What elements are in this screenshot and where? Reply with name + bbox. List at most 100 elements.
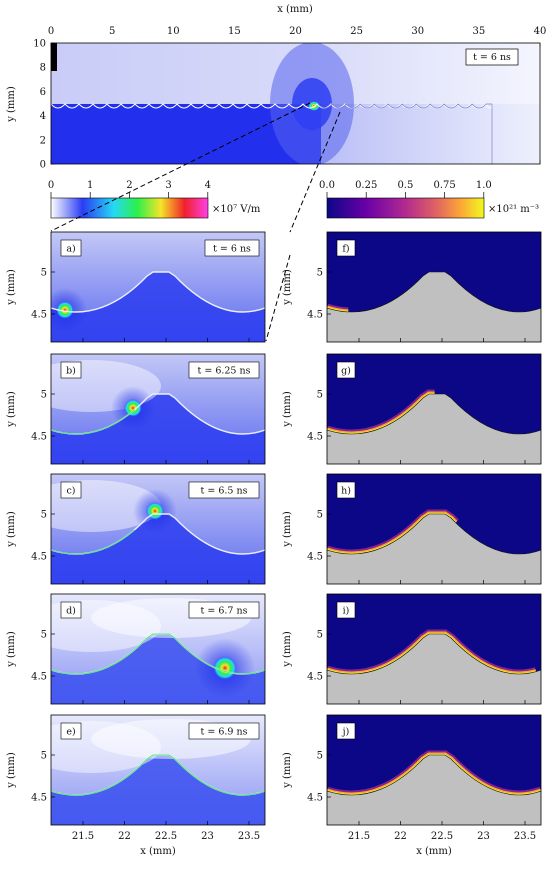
y-axis-label: y (mm) bbox=[282, 752, 293, 789]
bottom-x-axes: 21.5 22 22.5 23 23.5 x (mm) 21.5 22 22.5 23 23.5 x … bbox=[72, 338, 536, 857]
panel-label: c) bbox=[60, 481, 82, 499]
svg-text:t = 6 ns: t = 6 ns bbox=[473, 52, 511, 63]
y-axis-label: y (mm) bbox=[6, 391, 17, 428]
y-tick-label: 4.5 bbox=[31, 552, 47, 563]
x-tick-label: 22.5 bbox=[431, 831, 453, 842]
y-tick-label: 4.5 bbox=[307, 310, 323, 321]
top-y-tick-label: 4 bbox=[40, 111, 46, 122]
density-panel: j) 5 4.5 y (mm) bbox=[282, 714, 542, 826]
panel-label: f) bbox=[336, 239, 356, 257]
y-tick-label: 5 bbox=[41, 630, 47, 641]
field-colorbar-tick: 0 bbox=[48, 180, 54, 191]
top-x-tick-label: 20 bbox=[289, 26, 302, 37]
panel-letter: i) bbox=[343, 606, 350, 617]
x-tick-label: 22 bbox=[394, 831, 407, 842]
top-y-tick-label: 2 bbox=[40, 135, 46, 146]
panel-label: h) bbox=[336, 481, 356, 499]
x-tick-label: 23 bbox=[201, 831, 214, 842]
time-text: t = 6.25 ns bbox=[198, 366, 251, 377]
y-tick-label: 4.5 bbox=[31, 672, 47, 683]
y-tick-label: 5 bbox=[317, 751, 323, 762]
y-axis-label: y (mm) bbox=[6, 752, 17, 789]
time-text: t = 6.9 ns bbox=[201, 727, 248, 738]
top-y-tick-label: 6 bbox=[40, 87, 46, 98]
y-tick-label: 5 bbox=[41, 390, 47, 401]
panel-letter: h) bbox=[341, 486, 351, 497]
field-panel: d) t = 6.7 ns 5 4.5 y (mm) bbox=[6, 593, 266, 705]
density-panel: h) 5 4.5 y (mm) bbox=[282, 473, 542, 585]
panel-letter: e) bbox=[66, 727, 75, 738]
y-tick-label: 4.5 bbox=[307, 552, 323, 563]
y-axis-label: y (mm) bbox=[282, 631, 293, 668]
top-y-axis-label: y (mm) bbox=[6, 86, 17, 123]
y-axis-label: y (mm) bbox=[282, 511, 293, 548]
y-tick-label: 4.5 bbox=[31, 432, 47, 443]
y-axis-label: y (mm) bbox=[282, 269, 293, 306]
panel-letter: g) bbox=[341, 366, 351, 377]
field-colorbar-tick: 2 bbox=[126, 180, 132, 191]
field-panel: a) t = 6 ns 5 4.5 y (mm) bbox=[6, 231, 266, 343]
field-panel: c) t = 6.5 ns 5 4.5 y (mm) bbox=[6, 473, 266, 585]
time-text: t = 6.7 ns bbox=[201, 606, 248, 617]
top-x-tick-label: 35 bbox=[473, 26, 486, 37]
panel-label: a) bbox=[60, 239, 82, 257]
y-axis-label: y (mm) bbox=[282, 391, 293, 428]
density-colorbar-tick: 0.25 bbox=[355, 180, 377, 191]
y-tick-label: 4.5 bbox=[31, 793, 47, 804]
field-colorbar-tick: 3 bbox=[165, 180, 171, 191]
top-y-tick-label: 8 bbox=[40, 63, 46, 74]
x-axis-label: x (mm) bbox=[416, 846, 452, 857]
x-axis-label: x (mm) bbox=[140, 846, 176, 857]
y-axis-label: y (mm) bbox=[6, 631, 17, 668]
time-label: t = 6.9 ns bbox=[188, 722, 260, 740]
top-time-label: t = 6 ns bbox=[465, 48, 519, 66]
y-tick-label: 5 bbox=[41, 751, 47, 762]
panel-letter: c) bbox=[66, 486, 75, 497]
top-x-axis-label: x (mm) bbox=[277, 4, 313, 15]
y-axis-label: y (mm) bbox=[6, 269, 17, 306]
y-tick-label: 5 bbox=[317, 390, 323, 401]
field-colorbar-ticks: 0 1 2 3 4 bbox=[48, 180, 211, 198]
density-colorbar-tick: 0.75 bbox=[433, 180, 455, 191]
density-colorbar-tick: 0.0 bbox=[319, 180, 335, 191]
time-text: t = 6.5 ns bbox=[201, 486, 248, 497]
y-tick-label: 4.5 bbox=[31, 310, 47, 321]
density-colorbar-tick: 0.5 bbox=[397, 180, 413, 191]
panel-label: d) bbox=[60, 601, 82, 619]
panel-letter: d) bbox=[66, 606, 76, 617]
y-tick-label: 5 bbox=[41, 268, 47, 279]
x-tick-label: 22.5 bbox=[155, 831, 177, 842]
density-colorbar-tick: 1.0 bbox=[476, 180, 492, 191]
field-colorbar-unit: ×10⁷ V/m bbox=[212, 204, 261, 215]
panel-letter: f) bbox=[342, 244, 349, 255]
y-axis-label: y (mm) bbox=[6, 511, 17, 548]
y-tick-label: 5 bbox=[317, 268, 323, 279]
top-field-map bbox=[51, 43, 540, 164]
field-panels: a) t = 6 ns 5 4.5 y (mm) b) t = 6.25 ns 5 4.5 y (… bbox=[6, 231, 266, 826]
panel-letter: a) bbox=[66, 244, 75, 255]
density-colorbar-unit: ×10²¹ m⁻³ bbox=[488, 204, 539, 215]
time-text: t = 6 ns bbox=[213, 244, 251, 255]
field-panel: e) t = 6.9 ns 5 4.5 y (mm) bbox=[6, 714, 266, 826]
top-y-tick-label: 0 bbox=[40, 160, 46, 171]
x-tick-label: 21.5 bbox=[72, 831, 94, 842]
time-label: t = 6.7 ns bbox=[188, 601, 260, 619]
x-tick-label: 21.5 bbox=[348, 831, 370, 842]
field-colorbar-tick: 1 bbox=[87, 180, 93, 191]
y-tick-label: 4.5 bbox=[307, 432, 323, 443]
panel-label: b) bbox=[60, 361, 82, 379]
density-panel: g) 5 4.5 y (mm) bbox=[282, 353, 542, 465]
panel-letter: b) bbox=[66, 366, 76, 377]
time-label: t = 6.25 ns bbox=[188, 361, 260, 379]
density-colorbar-ticks: 0.0 0.25 0.5 0.75 1.0 bbox=[319, 180, 492, 198]
top-y-tick-label: 10 bbox=[33, 39, 46, 50]
y-tick-label: 5 bbox=[317, 630, 323, 641]
panel-label: g) bbox=[336, 361, 356, 379]
top-x-tick-label: 15 bbox=[228, 26, 241, 37]
x-tick-label: 22 bbox=[118, 831, 131, 842]
y-tick-label: 5 bbox=[317, 510, 323, 521]
field-panel: b) t = 6.25 ns 5 4.5 y (mm) bbox=[6, 353, 266, 465]
top-x-tick-label: 25 bbox=[350, 26, 363, 37]
top-x-tick-label: 5 bbox=[109, 26, 115, 37]
